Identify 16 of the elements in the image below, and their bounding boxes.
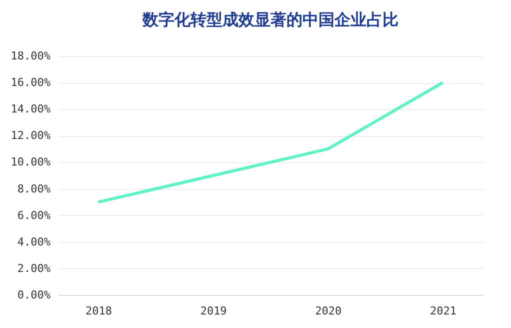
- y-tick-label: 2.00%: [17, 262, 51, 275]
- x-tick-label: 2020: [315, 304, 342, 318]
- line-series: [96, 81, 444, 204]
- y-tick-label: 4.00%: [17, 235, 51, 248]
- x-tick-label: 2019: [200, 304, 227, 318]
- y-tick-label: 18.00%: [10, 50, 51, 62]
- y-tick-label: 10.00%: [10, 156, 51, 169]
- y-tick-label: 12.00%: [10, 129, 51, 142]
- chart-title: 数字化转型成效显著的中国企业占比: [142, 10, 398, 29]
- y-tick-label: 0.00%: [17, 288, 51, 302]
- y-tick-label: 6.00%: [17, 208, 51, 222]
- x-tick-label: 2021: [430, 304, 457, 318]
- y-tick-label: 8.00%: [17, 182, 51, 196]
- x-tick-label: 2018: [85, 304, 112, 318]
- y-tick-label: 16.00%: [10, 76, 51, 90]
- y-tick-label: 14.00%: [10, 102, 51, 116]
